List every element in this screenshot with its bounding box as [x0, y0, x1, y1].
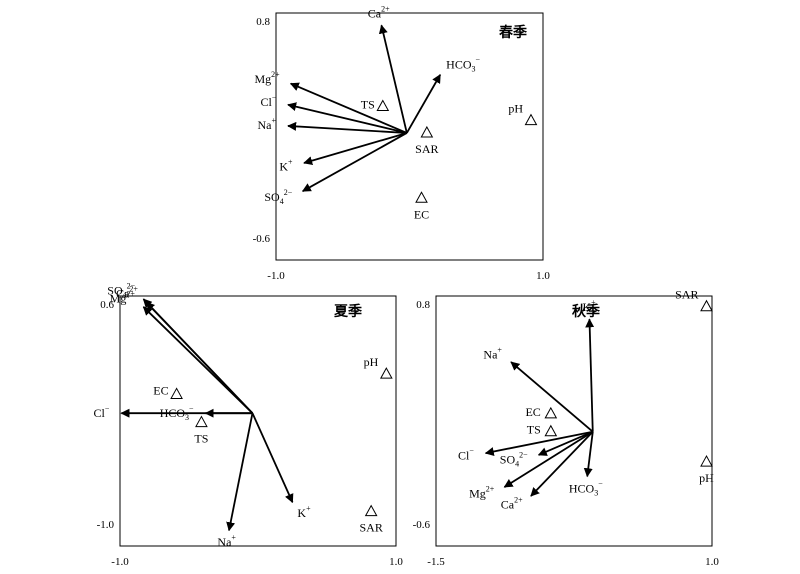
autumn-biplot-panel: 秋季 -1.5 1.0 0.8 -0.6 K+ Na+ Cl− SO42− Mg2+ Ca2+ HCO… — [413, 288, 720, 568]
point-label: EC — [525, 405, 540, 419]
arrow-label-hco: HCO3− — [446, 55, 480, 73]
point-marker-ts — [544, 424, 558, 437]
point-marker-sar — [420, 125, 434, 138]
arrow-label-na: Na+ — [217, 533, 236, 549]
arrow-label-na: Na+ — [483, 345, 502, 361]
arrow-label-hco: HCO3− — [569, 479, 603, 497]
arrow-label-k: K+ — [583, 298, 597, 314]
x-tick-label: -1.0 — [267, 270, 285, 282]
loading-arrow-mg — [142, 306, 254, 414]
spring-biplot-panel: 春季 -1.0 1.0 0.8 -0.6 Ca2+ HCO3− Mg2+ Cl− Na+ K+ SO4… — [253, 5, 551, 282]
arrow-label-ca: Ca2+ — [116, 285, 138, 301]
loading-arrow-ca — [378, 24, 408, 134]
loading-arrow-hco — [406, 73, 441, 134]
loading-arrow-so — [301, 132, 408, 192]
loading-arrow-k — [251, 412, 294, 504]
point-marker-ec — [415, 191, 428, 203]
point-label: pH — [699, 471, 714, 485]
season-title: 春季 — [498, 24, 527, 41]
arrow-label-ca: Ca2+ — [368, 5, 390, 21]
point-marker-ph — [524, 113, 538, 126]
loading-arrow-k — [585, 318, 595, 432]
arrow-label-na: Na+ — [258, 116, 277, 132]
point-label: SAR — [675, 288, 698, 302]
point-label: EC — [414, 207, 429, 221]
arrow-label-so: SO42− — [500, 451, 528, 469]
point-marker-ec — [544, 406, 558, 419]
point-label: TS — [527, 423, 541, 437]
y-tick-label: 0.8 — [416, 299, 430, 311]
arrow-label-k: K+ — [279, 157, 293, 173]
arrow-label-cl: Cl− — [260, 93, 276, 109]
x-tick-label: 1.0 — [536, 270, 550, 282]
loading-arrow-mg — [289, 82, 408, 134]
plot-frame — [275, 12, 544, 261]
arrow-label-so: SO42− — [264, 188, 292, 206]
y-tick-label: -0.6 — [413, 519, 431, 531]
point-marker-ts — [195, 415, 208, 428]
loading-arrow-cl — [484, 430, 593, 456]
loading-arrow-ca — [530, 431, 594, 497]
point-label: pH — [364, 355, 379, 369]
summer-biplot-panel: 夏季-1.0 1.00.6-1.0SO42−Ca2+Mg2+HCO3−Cl−Na+… — [94, 281, 404, 568]
point-label: TS — [361, 98, 375, 112]
arrow-label-so: SO42− — [107, 281, 135, 299]
loading-arrow-so — [537, 430, 594, 456]
season-title: 夏季 — [334, 303, 362, 320]
point-label: SAR — [415, 142, 438, 156]
loading-arrow-na — [510, 361, 594, 433]
loading-arrow-cl — [287, 102, 408, 134]
point-marker-sar — [364, 504, 378, 517]
point-marker-sar — [700, 299, 713, 312]
point-label: EC — [153, 383, 168, 397]
point-marker-ts — [376, 99, 390, 112]
point-label: SAR — [359, 521, 382, 535]
arrow-label-mg: Mg2+ — [469, 484, 495, 500]
point-marker-ph — [379, 367, 393, 379]
point-marker-ec — [170, 387, 183, 399]
point-marker-ph — [700, 455, 713, 467]
point-label: pH — [508, 102, 523, 116]
y-tick-label: -1.0 — [97, 519, 115, 531]
loading-arrow-k — [303, 132, 408, 166]
x-tick-label: -1.0 — [111, 556, 129, 568]
arrow-label-k: K+ — [297, 504, 311, 520]
loading-arrow-mg — [503, 430, 594, 488]
season-title: 秋季 — [572, 303, 600, 320]
arrow-label-cl: Cl− — [94, 404, 110, 420]
loading-arrow-na — [226, 413, 254, 532]
arrow-label-ca: Ca2+ — [501, 496, 523, 512]
arrow-label-cl: Cl− — [458, 446, 474, 462]
plot-frame — [119, 295, 397, 547]
loading-arrow-hco — [583, 431, 594, 478]
x-tick-label: 1.0 — [705, 556, 719, 568]
arrow-label-mg: Mg2+ — [110, 290, 136, 306]
y-tick-label: -0.6 — [253, 233, 271, 245]
loading-arrow-na — [287, 121, 407, 134]
y-tick-label: 0.6 — [100, 299, 114, 311]
arrow-label-mg: Mg2+ — [254, 70, 280, 86]
point-label: TS — [194, 432, 208, 446]
y-tick-label: 0.8 — [256, 16, 270, 28]
x-tick-label: 1.0 — [389, 556, 403, 568]
x-tick-label: -1.5 — [427, 556, 445, 568]
plot-frame — [435, 295, 713, 547]
